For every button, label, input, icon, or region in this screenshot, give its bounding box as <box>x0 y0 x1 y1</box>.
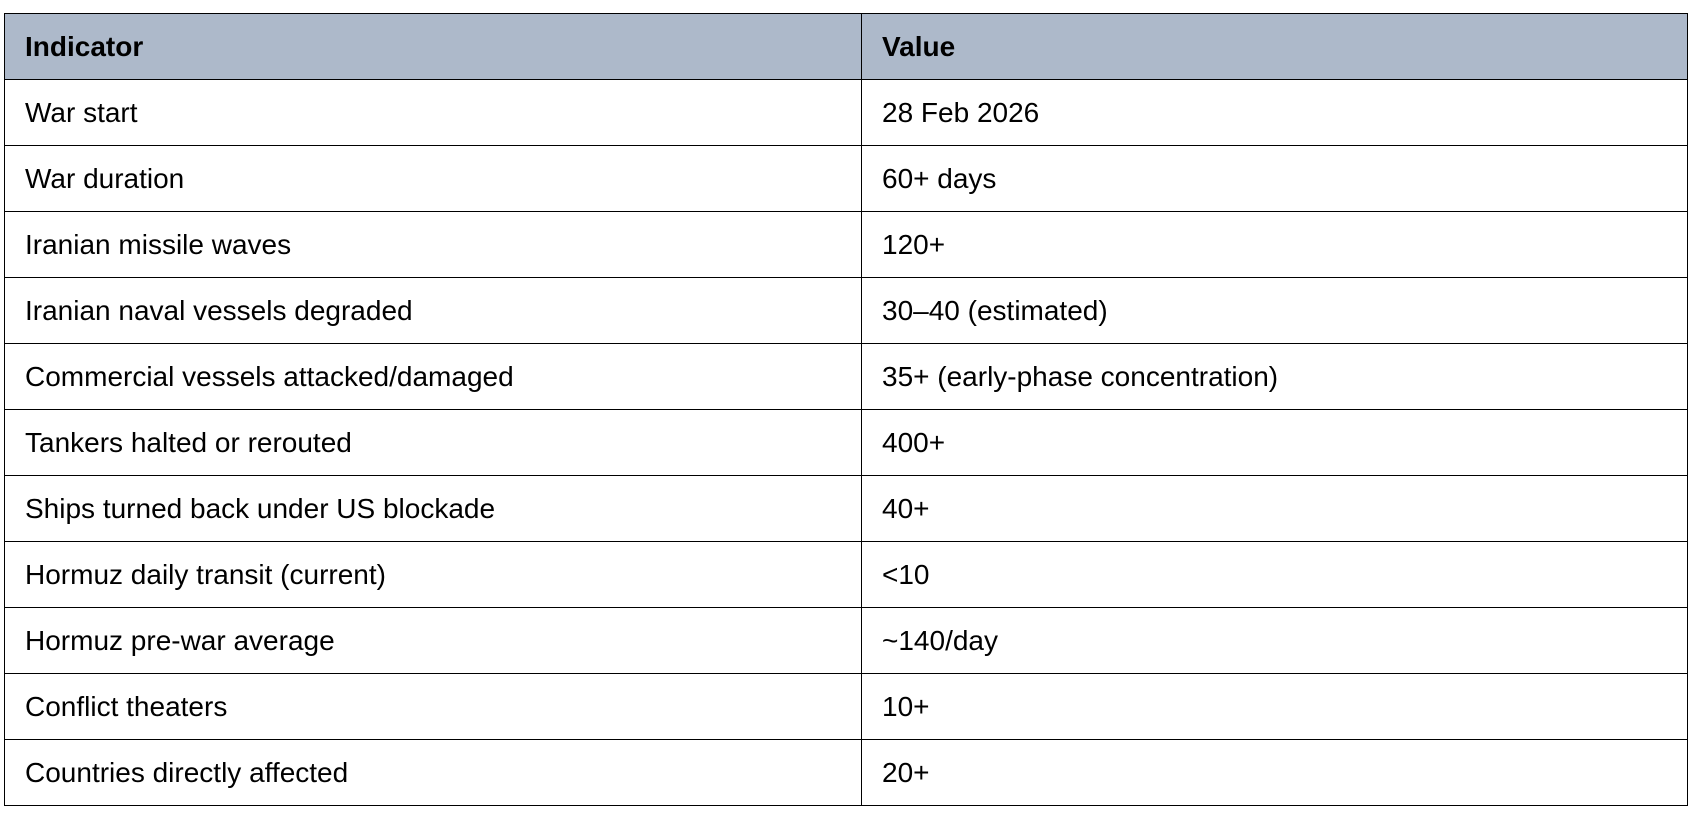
value-cell: 400+ <box>861 409 1688 476</box>
table-row: Countries directly affected 20+ <box>4 739 1688 806</box>
header-cell: Value <box>861 13 1688 80</box>
indicator-cell: Conflict theaters <box>4 673 862 740</box>
table-row: Hormuz pre-war average ~140/day <box>4 607 1688 674</box>
table-row: Iranian missile waves 120+ <box>4 211 1688 278</box>
table-row: Conflict theaters 10+ <box>4 673 1688 740</box>
value-cell: 10+ <box>861 673 1688 740</box>
header-cell: Indicator <box>4 13 862 80</box>
value-cell: <10 <box>861 541 1688 608</box>
value-cell: 120+ <box>861 211 1688 278</box>
indicator-cell: Iranian missile waves <box>4 211 862 278</box>
indicator-cell: Commercial vessels attacked/damaged <box>4 343 862 410</box>
indicator-cell: Tankers halted or rerouted <box>4 409 862 476</box>
value-cell: 30–40 (estimated) <box>861 277 1688 344</box>
indicator-cell: Countries directly affected <box>4 739 862 806</box>
value-cell: ~140/day <box>861 607 1688 674</box>
value-cell: 40+ <box>861 475 1688 542</box>
data-table: Indicator Value War start 28 Feb 2026 War … <box>4 13 1688 806</box>
value-cell: 60+ days <box>861 145 1688 212</box>
table-row: War start 28 Feb 2026 <box>4 79 1688 146</box>
table-row: Ships turned back under US blockade 40+ <box>4 475 1688 542</box>
table-row: Tankers halted or rerouted 400+ <box>4 409 1688 476</box>
indicator-cell: War start <box>4 79 862 146</box>
value-cell: 20+ <box>861 739 1688 806</box>
table-row: Iranian naval vessels degraded 30–40 (est… <box>4 277 1688 344</box>
table-body: War start 28 Feb 2026 War duration 60+ days… <box>4 79 1688 806</box>
indicator-cell: Hormuz pre-war average <box>4 607 862 674</box>
table-row: Hormuz daily transit (current) <10 <box>4 541 1688 608</box>
indicator-cell: Ships turned back under US blockade <box>4 475 862 542</box>
value-cell: 35+ (early-phase concentration) <box>861 343 1688 410</box>
indicator-cell: Hormuz daily transit (current) <box>4 541 862 608</box>
indicator-cell: Iranian naval vessels degraded <box>4 277 862 344</box>
table-row: War duration 60+ days <box>4 145 1688 212</box>
header-row: Indicator Value <box>4 13 1688 80</box>
table-row: Commercial vessels attacked/damaged 35+ (… <box>4 343 1688 410</box>
value-cell: 28 Feb 2026 <box>861 79 1688 146</box>
indicator-cell: War duration <box>4 145 862 212</box>
